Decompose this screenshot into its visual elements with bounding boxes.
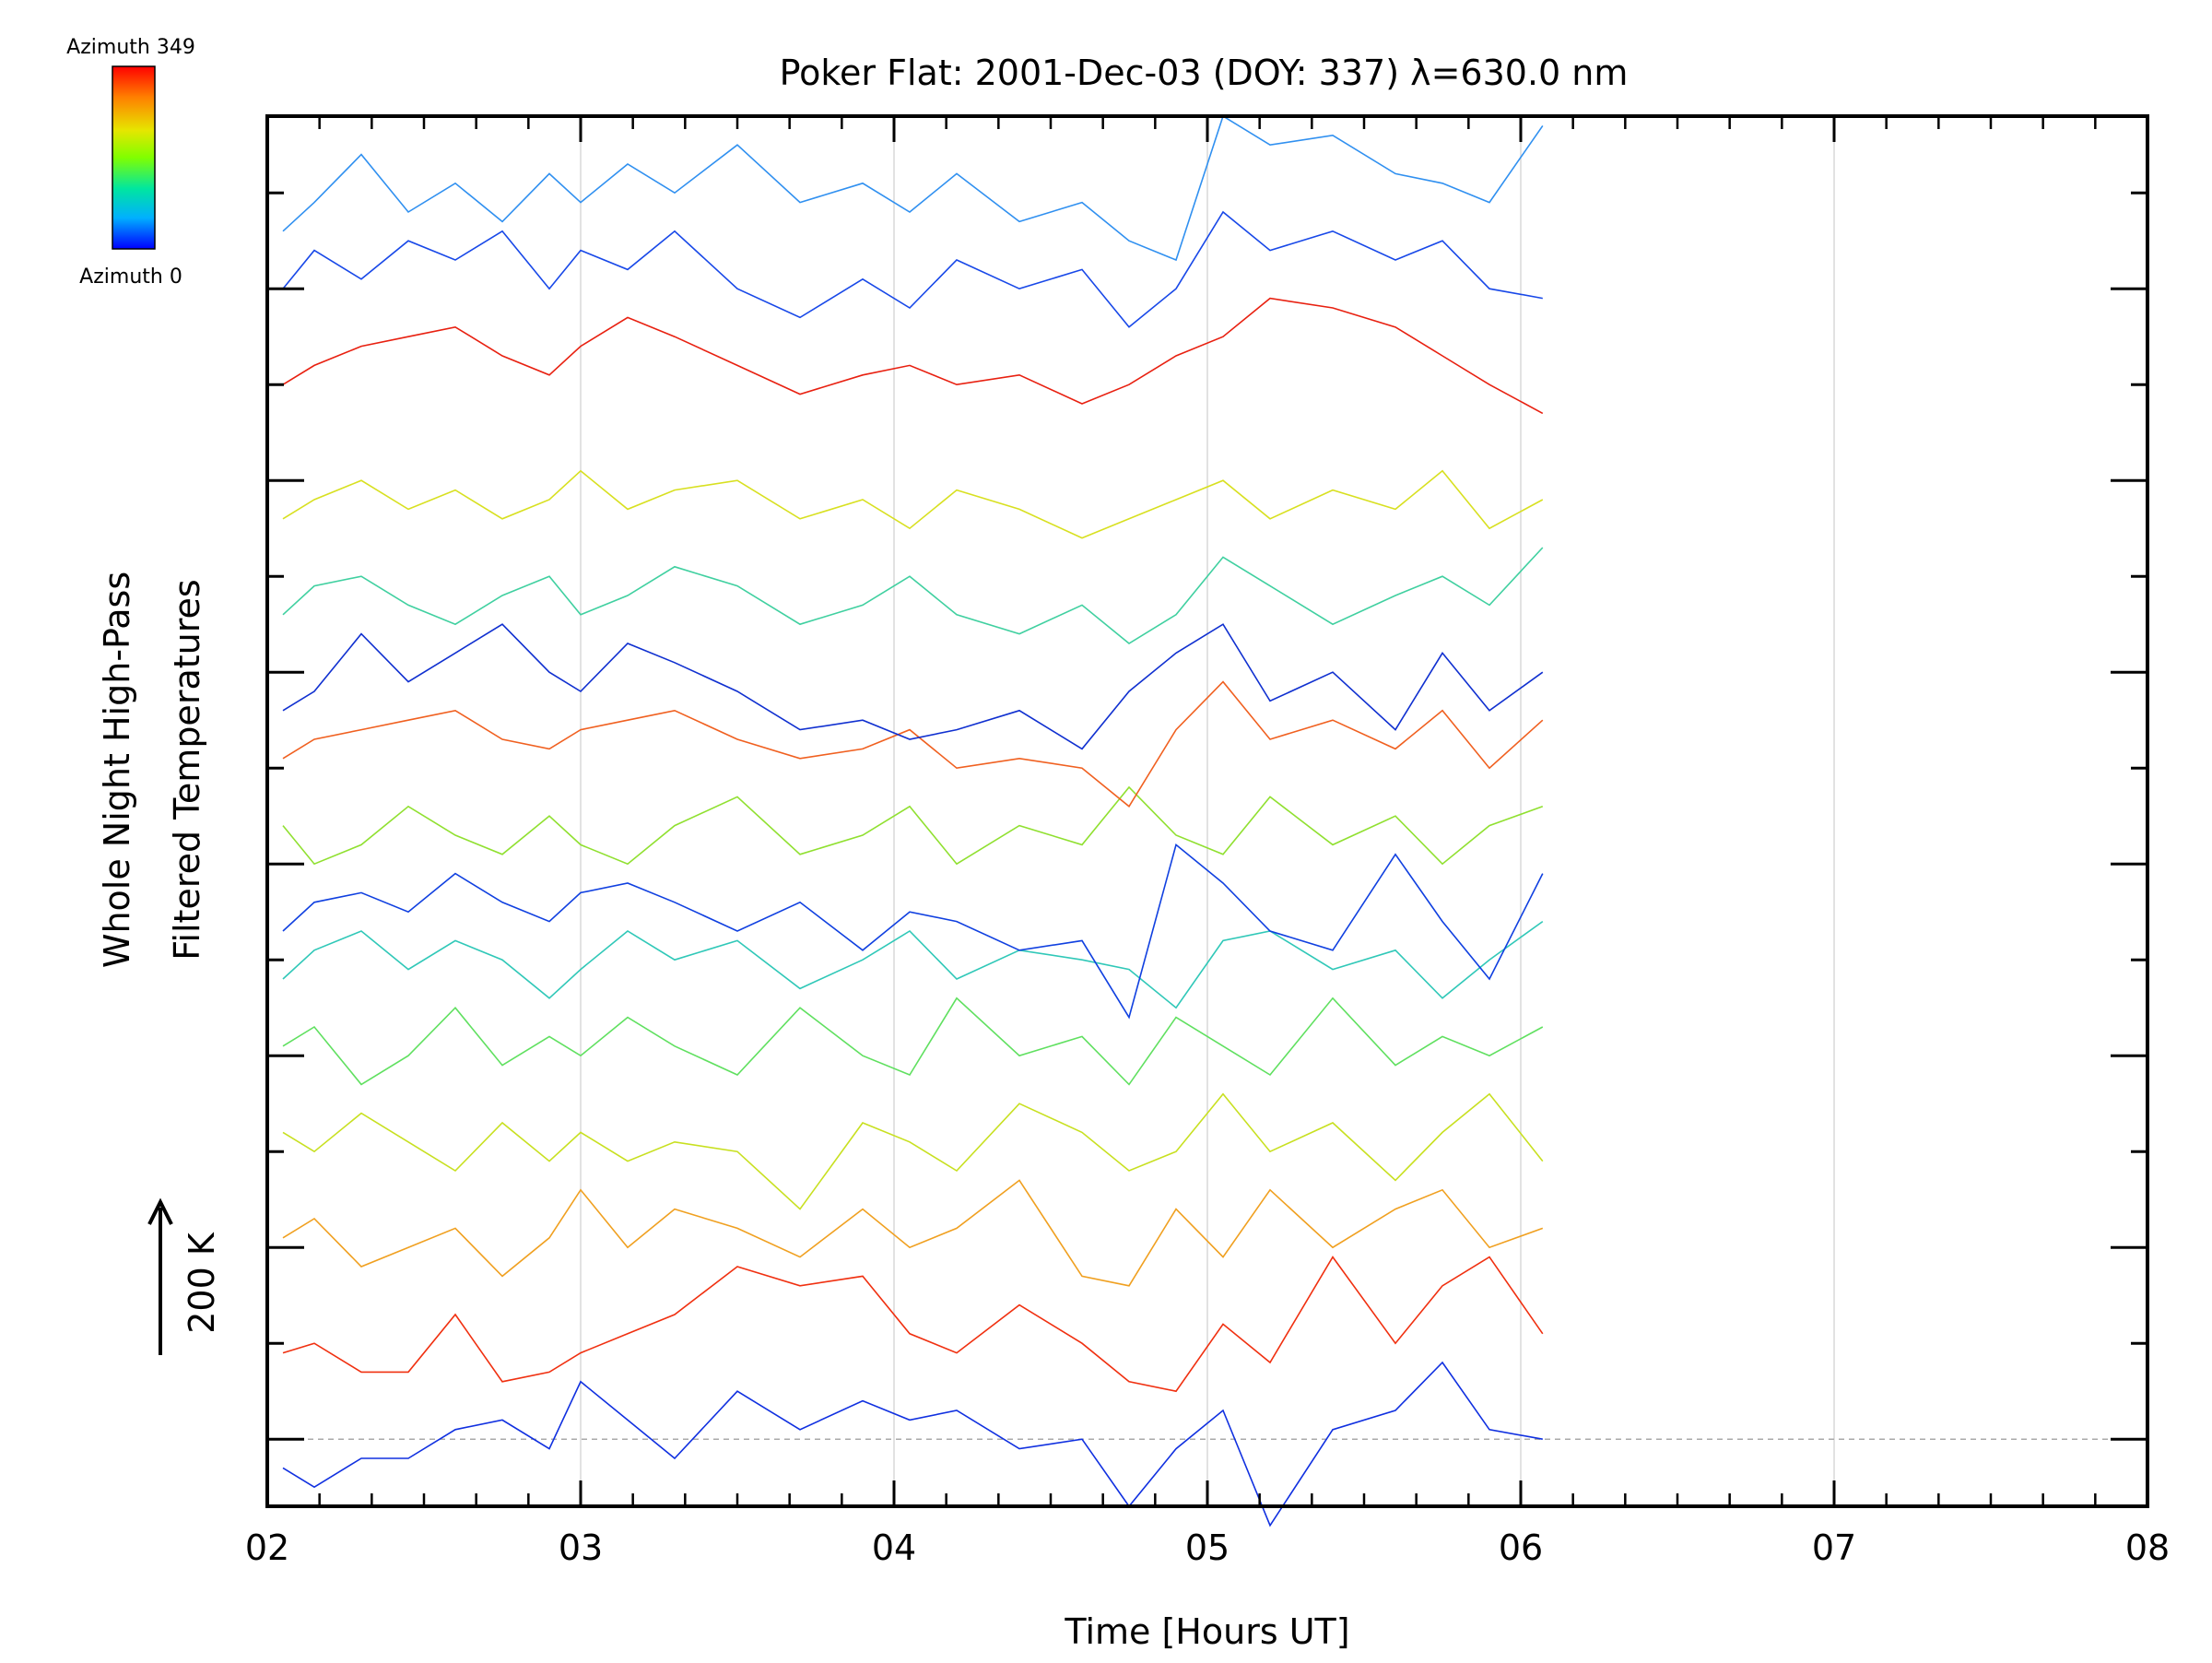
series-line-azimuth-20 [282,1256,1544,1393]
series-line-azimuth-200 [282,843,1544,1020]
colorbar [112,65,156,250]
series-line-azimuth-130 [282,997,1544,1086]
x-tick-label: 02 [245,1527,289,1568]
tick-layer: 02 03 04 05 06 07 08 [245,116,2170,1568]
series-line-azimuth-300 [282,623,1544,750]
grid-layer [580,116,1835,1506]
plot-frame [265,114,2149,1508]
series-line-azimuth-160 [282,547,1544,644]
series-line-azimuth-100 [282,469,1544,539]
x-tick-label: 07 [1812,1527,1856,1568]
x-tick-label: 08 [2125,1527,2170,1568]
colorbar-top-label: Azimuth 349 [66,36,195,59]
scale-label: 200 K [182,1232,222,1334]
x-tick-label: 05 [1185,1527,1230,1568]
colorbar-bottom-label: Azimuth 0 [79,265,182,289]
series-line-azimuth-0 [282,1361,1543,1527]
y-axis-label-line1: Whole Night High-Pass [97,572,137,968]
series-line-azimuth-90 [282,1092,1544,1210]
series-layer [282,114,1544,1527]
chart-title: Poker Flat: 2001-Dec-03 (DOY: 337) λ=630… [780,53,1629,93]
series-line-azimuth-210 [282,210,1543,328]
scale-arrow-head [147,1197,173,1225]
x-tick-label: 04 [872,1527,916,1568]
x-axis-label: Time [Hours UT] [1064,1611,1349,1652]
x-tick-label: 06 [1499,1527,1543,1568]
series-line-azimuth-240 [282,785,1544,866]
series-line-azimuth-280 [282,680,1544,808]
series-line-azimuth-50 [282,1179,1544,1287]
x-tick-label: 03 [559,1527,603,1568]
series-line-azimuth-190 [282,114,1544,262]
y-axis-label-line2: Filtered Temperatures [167,579,207,960]
series-line-azimuth-340 [282,297,1544,415]
series-line-azimuth-170 [282,920,1544,1009]
